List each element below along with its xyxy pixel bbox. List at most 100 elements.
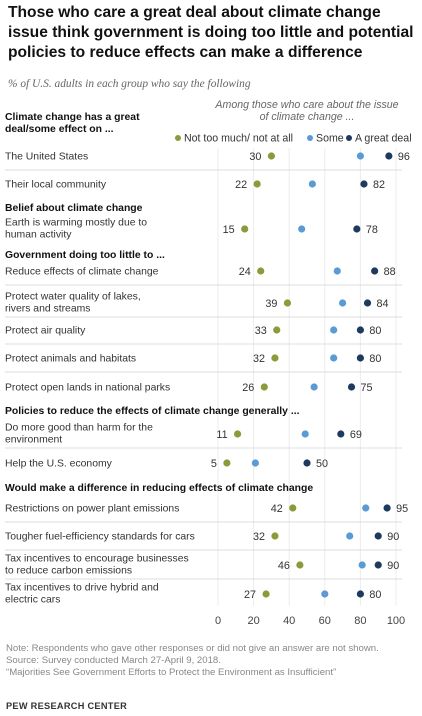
data-point [356,354,364,362]
legend-label-1: Some [316,133,344,145]
chart-title: Those who care a great deal about climat… [8,4,414,61]
row-label: Restrictions on power plant emissions [5,504,179,515]
data-label: 69 [350,429,362,441]
row-label-line: environment [5,435,62,446]
row-label-line: to reduce carbon emissions [5,566,132,577]
data-point [257,267,265,275]
x-tick-label: 20 [247,615,259,627]
data-point [330,354,338,362]
data-point [385,152,393,160]
data-label: 75 [361,382,373,394]
row-label: Protect air quality [5,326,86,337]
data-point [296,561,304,569]
data-point [303,459,311,467]
row-label-line: The United States [5,152,88,163]
data-label: 33 [255,325,267,337]
data-point [273,326,281,334]
section-title-line: Would make a difference in reducing effe… [5,483,313,494]
data-point [374,532,382,540]
data-label: 80 [369,325,381,337]
data-point [330,326,338,334]
brand-label: PEW RESEARCH CENTER [6,701,128,711]
data-point [298,225,306,233]
data-point [241,225,249,233]
data-label: 95 [396,503,408,515]
data-point [308,180,316,188]
data-point [233,430,242,438]
legend-label-2: A great deal [355,133,412,145]
x-tick-label: 40 [283,615,295,627]
data-point [267,152,275,160]
data-point [360,180,368,188]
row-label: Protect animals and habitats [5,354,136,365]
data-point [383,504,391,512]
data-label: 26 [242,382,254,394]
data-label: 80 [369,589,381,601]
data-point [283,299,292,307]
row-label: Protect water quality of lakes, rivers an… [5,292,141,315]
data-label: 90 [387,560,399,572]
row-label-line: Protect open lands in national parks [5,383,170,394]
data-label: 11 [216,429,227,441]
row-label-line: Tax incentives to drive hybrid and [5,583,159,594]
data-point [358,561,366,569]
data-point [223,459,231,467]
x-tick-label: 60 [319,615,331,627]
row-label: Help the U.S. economy [5,459,113,470]
row-label-line: Their local community [5,180,107,191]
row-label-line: Protect air quality [5,326,86,337]
data-point [362,504,370,512]
legend-label-0: Not too much/ not at all [184,133,293,145]
data-point [260,383,268,391]
section-title: Belief about climate change [5,203,143,214]
data-point [356,152,364,160]
legend-header-line: Among those who care about the issue [214,99,398,111]
legend-marker-0 [175,135,181,141]
data-label: 82 [373,179,385,191]
section-title: Would make a difference in reducing effe… [5,483,313,494]
x-tick-label: 80 [354,615,366,627]
row-label: Do more good than harm for the environmen… [5,423,153,446]
data-point [262,590,270,598]
data-label: 27 [244,589,256,601]
section-title-line: Government doing too little to ... [5,250,165,261]
row-label: Tax incentives to drive hybrid and electr… [5,583,159,606]
section-title-line: Policies to reduce the effects of climat… [5,406,300,417]
row-label: Tax incentives to encourage businesses to… [5,554,189,577]
data-label: 80 [369,353,381,365]
data-label: 22 [235,179,247,191]
row-label-line: Earth is warming mostly due to [5,218,147,229]
data-label: 84 [377,298,389,310]
row-label-line: Tax incentives to encourage businesses [5,554,189,565]
row-label: Their local community [5,180,107,191]
row-label: Protect open lands in national parks [5,383,170,394]
data-point [356,590,364,598]
row-label: The United States [5,152,88,163]
section-title: Policies to reduce the effects of climat… [5,406,300,417]
section-title-line: Belief about climate change [5,203,143,214]
data-point [339,299,347,307]
row-label-line: human activity [5,230,72,241]
row-label-line: Protect water quality of lakes, [5,292,141,303]
data-point [346,532,354,540]
data-label: 50 [316,458,328,470]
section-title: Climate change has a great deal/some effe… [5,112,140,135]
row-label-line: Protect animals and habitats [5,354,136,365]
data-point [337,430,345,438]
data-point [289,504,297,512]
data-point [333,267,341,275]
data-label: 15 [223,224,235,236]
data-label: 78 [366,224,378,236]
chart-subtitle: % of U.S. adults in each group who say t… [8,78,251,90]
data-label: 32 [253,353,265,365]
data-label: 90 [387,531,399,543]
footer-report: “Majorities See Government Efforts to Pr… [6,667,337,678]
data-label: 30 [249,151,261,163]
data-point [301,430,309,438]
data-label: 39 [265,298,277,310]
data-point [271,532,279,540]
data-label: 5 [211,458,217,470]
data-point [347,383,356,391]
row-label-line: Tougher fuel-efficiency standards for ca… [5,532,195,543]
